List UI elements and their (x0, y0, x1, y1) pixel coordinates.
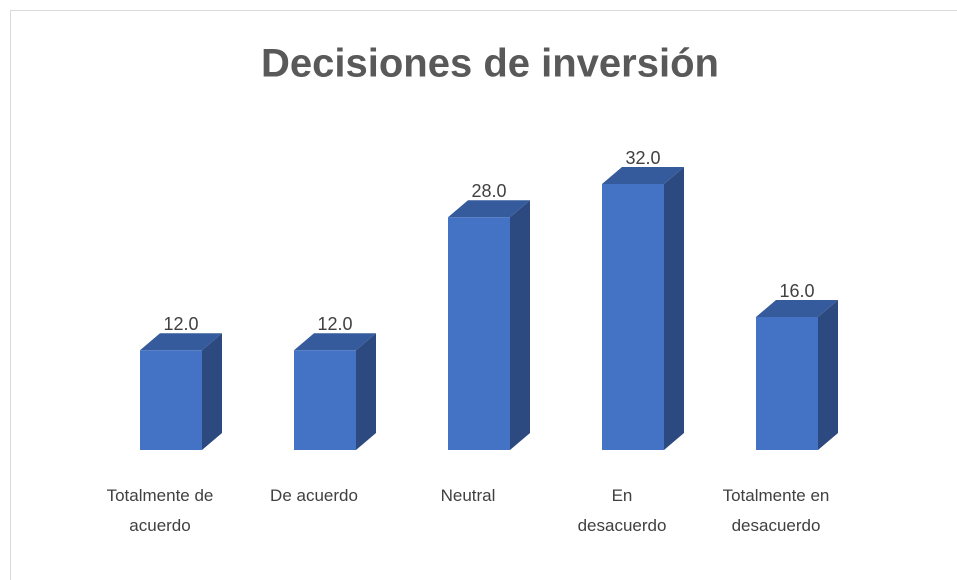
bar-side (664, 167, 684, 450)
bar-top (294, 333, 376, 351)
data-label: 12.0 (163, 314, 198, 334)
x-tick-label: Totalmente de acuerdo (106, 486, 214, 535)
data-label: 16.0 (779, 281, 814, 301)
x-tick-label: Neutral (440, 486, 496, 505)
data-label: 32.0 (625, 148, 660, 168)
data-label: 12.0 (317, 314, 352, 334)
bar-side (356, 333, 376, 450)
x-tick-label: En desacuerdo (577, 486, 667, 535)
x-tick-label: Totalmente en desacuerdo (722, 486, 830, 535)
bar (602, 184, 664, 450)
x-tick-label: De acuerdo (270, 486, 358, 505)
bar (294, 350, 356, 450)
bar-top (756, 300, 838, 317)
bar-top (602, 167, 684, 184)
bar-side (510, 200, 530, 450)
chart-title: Decisiones de inversión (261, 42, 719, 86)
bar-top (448, 200, 530, 218)
bar (448, 217, 510, 450)
bar-side (202, 333, 222, 450)
bar (756, 317, 818, 450)
bar (140, 350, 202, 450)
bar-side (818, 300, 838, 450)
data-label: 28.0 (471, 181, 506, 201)
bar-top (140, 333, 222, 351)
